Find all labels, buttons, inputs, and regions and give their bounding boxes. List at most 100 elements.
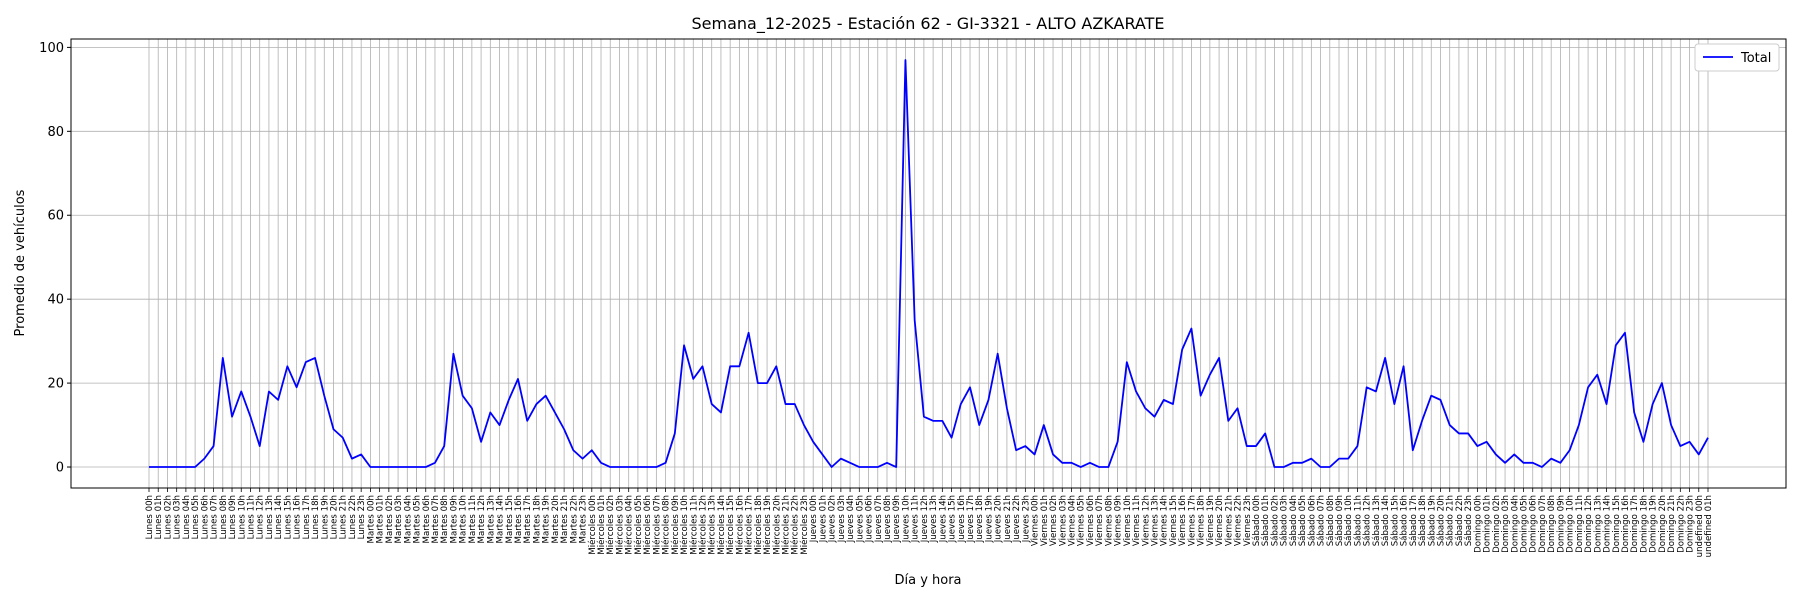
x-tick-label: Viernes 19h [1206, 495, 1216, 546]
x-tick-label: Sábado 09h [1335, 495, 1345, 546]
x-tick-label: Domingo 15h [1612, 495, 1622, 553]
x-tick-label: Martes 04h [403, 495, 413, 543]
x-tick-label: Martes 05h [413, 495, 423, 543]
x-tick-label: Miércoles 19h [762, 495, 773, 555]
x-tick-label: Lunes 20h [330, 495, 340, 539]
x-tick-label: Domingo 16h [1621, 495, 1631, 553]
x-axis-label: Día y hora [894, 573, 961, 588]
x-tick-label: Domingo 08h [1547, 495, 1557, 553]
x-tick-label: Viernes 22h [1234, 495, 1244, 546]
x-tick-label: Jueves 10h [901, 495, 911, 543]
x-tick-label: Sábado 06h [1307, 495, 1317, 546]
y-tick-label: 0 [56, 461, 64, 476]
x-tick-label: Sábado 12h [1363, 495, 1373, 546]
x-tick-label: Lunes 01h [154, 495, 164, 539]
x-tick-label: Martes 01h [376, 495, 386, 543]
x-tick-label: Martes 07h [431, 495, 441, 543]
x-tick-label: Miércoles 01h [596, 495, 607, 555]
x-tick-label: Domingo 06h [1529, 495, 1539, 553]
y-tick-label: 100 [39, 41, 64, 56]
x-tick-label: Viernes 01h [1040, 495, 1050, 546]
legend: Total [1694, 43, 1780, 72]
x-tick-label: Domingo 03h [1501, 495, 1511, 553]
x-tick-label: Lunes 03h [173, 495, 183, 539]
chart-title: Semana_12-2025 - Estación 62 - GI-3321 -… [692, 14, 1165, 34]
x-tick-label: Martes 18h [532, 495, 542, 543]
x-tick-label: Viernes 00h [1031, 495, 1041, 546]
x-tick-label: Sábado 22h [1455, 495, 1465, 546]
x-tick-label: Jueves 21h [1003, 495, 1013, 543]
x-tick-label: Viernes 03h [1058, 495, 1068, 546]
x-tick-label: Sábado 17h [1409, 495, 1419, 546]
x-tick-label: Miércoles 10h [679, 495, 690, 555]
x-tick-label: Viernes 21h [1224, 495, 1234, 546]
series-layer [149, 59, 1709, 468]
x-tick-label: Sábado 23h [1464, 495, 1474, 546]
x-tick-label: Martes 23h [579, 495, 589, 543]
y-tick-label: 40 [47, 293, 64, 308]
x-tick-label: Miércoles 17h [744, 495, 755, 555]
x-tick-label: Sábado 07h [1317, 495, 1327, 546]
legend-box [1694, 43, 1780, 72]
x-tick-label: Miércoles 22h [790, 495, 801, 555]
x-tick-label: Martes 13h [486, 495, 496, 543]
x-tick-label: Domingo 12h [1584, 495, 1594, 553]
series-line-total [149, 59, 1709, 468]
x-tick-label: Martes 17h [523, 495, 533, 543]
x-tick-label: Sábado 10h [1344, 495, 1354, 546]
x-tick-label: Viernes 04h [1067, 495, 1077, 546]
x-tick-label: Lunes 23h [357, 495, 367, 539]
x-tick-label: Martes 15h [505, 495, 515, 543]
x-tick-label: Sábado 19h [1427, 495, 1437, 546]
x-tick-label: Jueves 19h [984, 495, 994, 543]
plot-frame [70, 38, 1787, 489]
x-tick-label: Martes 10h [459, 495, 469, 543]
x-tick-label: Lunes 07h [210, 495, 220, 539]
x-tick-label: Jueves 02h [828, 495, 838, 543]
x-tick-label: Martes 11h [468, 495, 478, 543]
x-tick-label: Sábado 15h [1390, 495, 1400, 546]
x-tick-label: Lunes 21h [339, 495, 349, 539]
x-tick-label: Domingo 22h [1676, 495, 1686, 553]
x-tick-label: Sábado 04h [1289, 495, 1299, 546]
x-tick-label: Martes 12h [477, 495, 487, 543]
x-tick-label: Viernes 05h [1077, 495, 1087, 546]
x-tick-label: Miércoles 16h [734, 495, 745, 555]
x-tick-label: Jueves 20h [994, 495, 1004, 543]
x-tick-label: Viernes 11h [1132, 495, 1142, 546]
x-tick-label: Jueves 17h [966, 495, 976, 543]
x-tick-label: Sábado 21h [1446, 495, 1456, 546]
x-tick-label: Domingo 14h [1603, 495, 1613, 553]
x-tick-label: Jueves 03h [837, 495, 847, 543]
x-tick-label: Jueves 06h [865, 495, 875, 543]
x-tick-label: Sábado 16h [1400, 495, 1410, 546]
x-tick-label: Lunes 10h [237, 495, 247, 539]
x-tick-label: Jueves 11h [911, 495, 921, 543]
x-tick-label: Domingo 17h [1630, 495, 1640, 553]
x-tick-label: Viernes 14h [1160, 495, 1170, 546]
x-tick-label: Lunes 22h [348, 495, 358, 539]
x-tick-label: Miércoles 12h [697, 495, 708, 555]
x-tick-label: Domingo 21h [1667, 495, 1677, 553]
x-tick-label: Viernes 08h [1104, 495, 1114, 546]
x-tick-label: Domingo 19h [1649, 495, 1659, 553]
x-tick-label: Jueves 13h [929, 495, 939, 543]
x-tick-label: undefined 01h [1704, 495, 1714, 557]
x-tick-label: Miércoles 21h [781, 495, 792, 555]
x-tick-label: Miércoles 02h [605, 495, 616, 555]
x-tick-label: Domingo 09h [1556, 495, 1566, 553]
x-tick-label: Viernes 10h [1123, 495, 1133, 546]
x-tick-label: Martes 14h [496, 495, 506, 543]
x-tick-label: Lunes 15h [283, 495, 293, 539]
x-tick-label: Lunes 14h [274, 495, 284, 539]
x-tick-label: Jueves 00h [809, 495, 819, 543]
x-tick-label: Viernes 18h [1197, 495, 1207, 546]
x-tick-label: Miércoles 14h [716, 495, 727, 555]
x-tick-label: Sábado 08h [1326, 495, 1336, 546]
x-tick-label: Domingo 18h [1639, 495, 1649, 553]
x-tick-label: Miércoles 04h [624, 495, 635, 555]
x-tick-label: Jueves 08h [883, 495, 893, 543]
x-tick-label: Miércoles 07h [651, 495, 662, 555]
x-tick-label: Jueves 22h [1012, 495, 1022, 543]
x-tick-label: Jueves 12h [920, 495, 930, 543]
